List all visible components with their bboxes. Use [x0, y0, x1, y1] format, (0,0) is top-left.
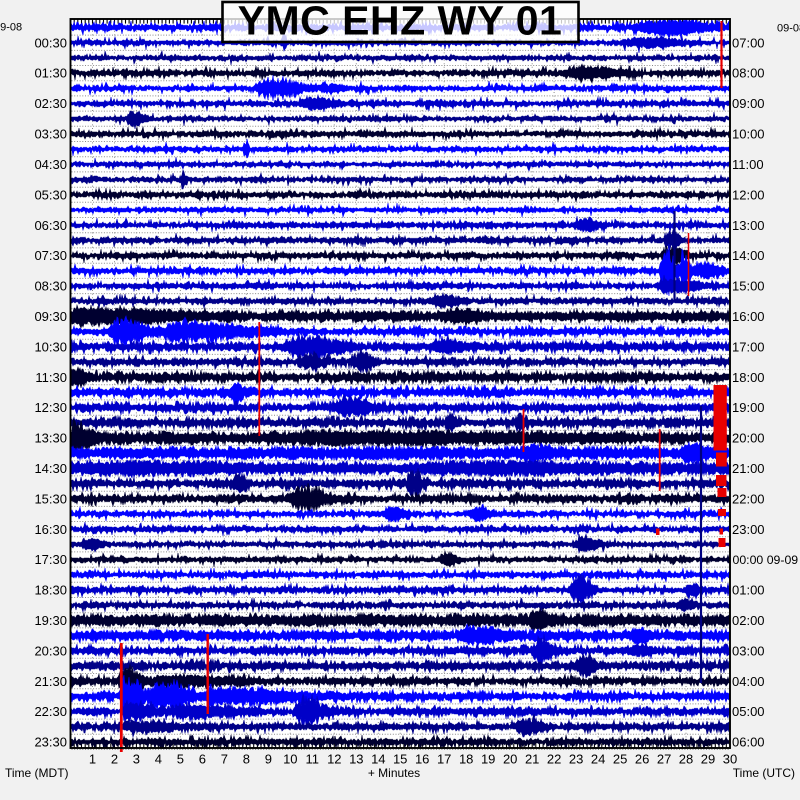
svg-text:09-08: 09-08	[777, 23, 800, 35]
svg-text:12: 12	[327, 752, 341, 767]
svg-text:03:00: 03:00	[732, 643, 765, 658]
svg-text:14: 14	[371, 752, 385, 767]
svg-text:14:00: 14:00	[732, 248, 765, 263]
svg-text:17: 17	[437, 752, 451, 767]
svg-text:04:30: 04:30	[34, 157, 67, 172]
svg-text:10: 10	[283, 752, 297, 767]
svg-text:18:00: 18:00	[732, 370, 765, 385]
svg-text:28: 28	[679, 752, 693, 767]
svg-text:20: 20	[503, 752, 517, 767]
svg-text:11: 11	[306, 752, 320, 767]
svg-text:23: 23	[569, 752, 583, 767]
svg-text:7: 7	[221, 752, 228, 767]
svg-text:3: 3	[133, 752, 140, 767]
svg-text:05:30: 05:30	[34, 187, 67, 202]
svg-text:24: 24	[591, 752, 605, 767]
svg-text:02:30: 02:30	[34, 96, 67, 111]
svg-text:22: 22	[547, 752, 561, 767]
svg-text:16:00: 16:00	[732, 309, 765, 324]
svg-text:23:30: 23:30	[34, 735, 67, 750]
svg-text:23:00: 23:00	[732, 522, 765, 537]
svg-text:1: 1	[89, 752, 96, 767]
svg-text:21:00: 21:00	[732, 461, 765, 476]
svg-text:13:30: 13:30	[34, 431, 67, 446]
svg-text:09-08: 09-08	[0, 22, 22, 34]
svg-text:00:00 09-09: 00:00 09-09	[733, 553, 799, 567]
svg-text:21: 21	[525, 752, 539, 767]
svg-text:08:30: 08:30	[34, 279, 67, 294]
svg-text:01:00: 01:00	[732, 583, 765, 598]
svg-text:YMC EHZ WY 01: YMC EHZ WY 01	[238, 0, 563, 44]
svg-text:16:30: 16:30	[34, 522, 67, 537]
svg-text:26: 26	[635, 752, 649, 767]
svg-text:13:00: 13:00	[732, 218, 765, 233]
svg-text:25: 25	[613, 752, 627, 767]
svg-text:07:00: 07:00	[732, 35, 765, 50]
svg-text:18: 18	[459, 752, 473, 767]
svg-text:02:00: 02:00	[732, 613, 765, 628]
svg-text:30: 30	[723, 752, 737, 767]
svg-text:06:30: 06:30	[34, 218, 67, 233]
svg-text:03:30: 03:30	[34, 127, 67, 142]
svg-text:14:30: 14:30	[34, 461, 67, 476]
svg-text:9: 9	[265, 752, 272, 767]
svg-text:07:30: 07:30	[34, 248, 67, 263]
svg-text:09:00: 09:00	[732, 96, 765, 111]
svg-text:+ Minutes: + Minutes	[368, 766, 420, 780]
svg-text:19: 19	[481, 752, 495, 767]
svg-text:17:00: 17:00	[732, 339, 765, 354]
svg-text:2: 2	[111, 752, 118, 767]
svg-text:6: 6	[199, 752, 206, 767]
svg-text:15:30: 15:30	[34, 491, 67, 506]
svg-text:Time (MDT): Time (MDT)	[5, 766, 69, 780]
svg-text:04:00: 04:00	[732, 674, 765, 689]
svg-text:12:30: 12:30	[34, 400, 67, 415]
svg-text:11:30: 11:30	[35, 370, 67, 385]
svg-text:Time (UTC): Time (UTC)	[733, 766, 795, 780]
svg-text:15:00: 15:00	[732, 279, 765, 294]
svg-text:12:00: 12:00	[732, 187, 765, 202]
svg-text:13: 13	[349, 752, 363, 767]
svg-text:16: 16	[415, 752, 429, 767]
svg-text:06:00: 06:00	[732, 735, 765, 750]
svg-text:22:00: 22:00	[732, 491, 765, 506]
svg-text:01:30: 01:30	[34, 66, 67, 81]
svg-text:27: 27	[657, 752, 671, 767]
svg-text:09:30: 09:30	[34, 309, 67, 324]
svg-text:21:30: 21:30	[34, 674, 67, 689]
svg-text:00:30: 00:30	[34, 35, 67, 50]
svg-text:19:00: 19:00	[732, 400, 765, 415]
svg-text:17:30: 17:30	[34, 552, 67, 567]
svg-text:11:00: 11:00	[732, 157, 764, 172]
svg-text:20:30: 20:30	[34, 643, 67, 658]
svg-text:15: 15	[393, 752, 407, 767]
svg-text:18:30: 18:30	[34, 583, 67, 598]
svg-text:22:30: 22:30	[34, 704, 67, 719]
svg-text:10:00: 10:00	[732, 127, 765, 142]
svg-text:5: 5	[177, 752, 184, 767]
svg-text:08:00: 08:00	[732, 66, 765, 81]
svg-text:10:30: 10:30	[34, 339, 67, 354]
svg-text:05:00: 05:00	[732, 704, 765, 719]
svg-text:19:30: 19:30	[34, 613, 67, 628]
svg-text:20:00: 20:00	[732, 431, 765, 446]
svg-text:8: 8	[243, 752, 250, 767]
svg-text:29: 29	[701, 752, 715, 767]
svg-text:4: 4	[155, 752, 162, 767]
